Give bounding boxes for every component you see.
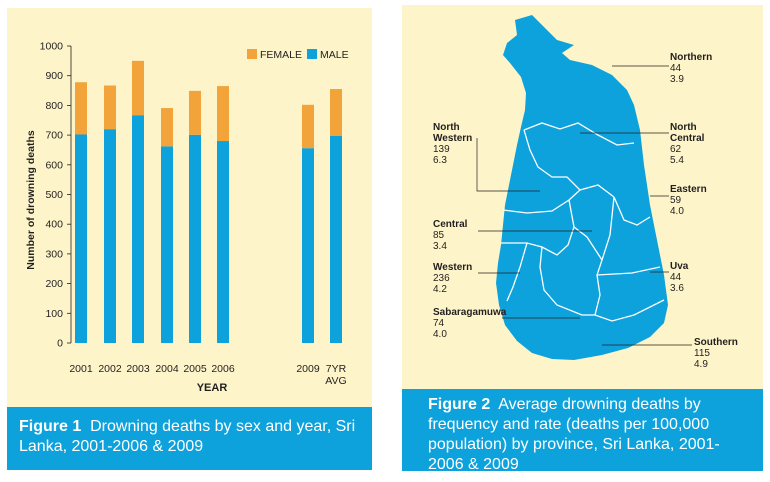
x-tick-label: 2004 — [155, 363, 179, 375]
province-label-value: 115 — [694, 348, 710, 359]
y-tick-label: 200 — [45, 278, 63, 290]
map-leader-lines — [476, 65, 692, 346]
figure2-caption: Figure 2 Average drowning deaths by freq… — [402, 389, 763, 473]
bar-male-2006 — [217, 141, 229, 343]
province-label-name: Uva — [670, 261, 689, 272]
province-label-value: 4.0 — [670, 206, 684, 217]
province-label-value: 5.4 — [670, 155, 684, 166]
province-label-value: 3.6 — [670, 283, 684, 294]
province-labels: Northern443.9NorthCentral625.4NorthWeste… — [433, 52, 738, 370]
sri-lanka-island-shape — [496, 15, 668, 360]
province-label-name: Northern — [670, 52, 712, 63]
bar-female-2004 — [161, 108, 173, 147]
y-tick-label: 700 — [45, 130, 63, 142]
bar-male-7yr-avg — [330, 135, 342, 343]
province-label-value: 85 — [433, 230, 445, 241]
y-tick-label: 0 — [57, 338, 63, 350]
legend-label-female: FEMALE — [260, 49, 302, 61]
bar-male-2005 — [189, 134, 201, 343]
bar-male-2001 — [75, 134, 87, 343]
x-tick-label: 2001 — [69, 363, 93, 375]
legend-swatch-male — [307, 49, 317, 59]
province-label-value: 6.3 — [433, 155, 447, 166]
x-tick-label: 2006 — [211, 363, 235, 375]
province-label-name: Central — [433, 219, 468, 230]
province-label-name: North — [433, 122, 460, 133]
figure1-caption-text: Drowning deaths by sex and year, Sri Lan… — [19, 418, 356, 455]
y-axis-label: Number of drowning deaths — [25, 130, 37, 270]
figure2-panel: Northern 44 3.9 North Central 62 5.4 North Weste… — [402, 5, 763, 473]
province-label-name: Western — [433, 262, 472, 273]
y-tick-label: 1000 — [40, 41, 64, 53]
bar-female-2002 — [104, 85, 116, 130]
province-label-value: 4.2 — [433, 284, 447, 295]
y-tick-label: 600 — [45, 159, 63, 171]
province-label-value: 74 — [433, 318, 445, 329]
y-tick-label: 100 — [45, 308, 63, 320]
bar-female-2001 — [75, 82, 87, 135]
figure1-caption: Figure 1 Drowning deaths by sex and year… — [7, 407, 372, 470]
bar-female-2009 — [302, 104, 314, 149]
chart-axes: 0 100 200 300 400 500 600 700 800 900 1000 — [40, 41, 72, 350]
sri-lanka-province-map: Northern443.9NorthCentral625.4NorthWeste… — [433, 15, 738, 370]
x-tick-label: 2002 — [98, 363, 122, 375]
province-label-value: 3.9 — [670, 74, 684, 85]
bar-male-2003 — [132, 115, 144, 344]
bar-male-2009 — [302, 148, 314, 343]
province-label-value: 236 — [433, 273, 450, 284]
y-tick-label: 800 — [45, 100, 63, 112]
province-label-name: Eastern — [670, 184, 707, 195]
x-axis-label: YEAR — [197, 382, 228, 394]
legend-swatch-female — [247, 49, 257, 59]
y-tick-label: 400 — [45, 219, 63, 231]
province-label-name: Sabaragamuwa — [433, 307, 507, 318]
province-borders — [501, 122, 665, 322]
x-tick-label: 2009 — [296, 363, 320, 375]
figure1-caption-label: Figure 1 — [19, 418, 82, 435]
province-label-value: 62 — [670, 144, 682, 155]
bar-female-2006 — [217, 86, 229, 142]
province-label-value: 3.4 — [433, 241, 447, 252]
province-label-name: Southern — [694, 337, 738, 348]
bar-male-2004 — [161, 146, 173, 343]
province-label-name: North — [670, 122, 697, 133]
province-label-value: 44 — [670, 272, 682, 283]
province-label-value: 139 — [433, 144, 450, 155]
bar-female-7yr-avg — [330, 89, 342, 136]
province-label-value: 59 — [670, 195, 682, 206]
province-label-value: 4.0 — [433, 329, 447, 340]
chart-bars — [75, 60, 342, 344]
x-tick-label: AVG — [325, 375, 346, 387]
y-tick-label: 300 — [45, 248, 63, 260]
figure2-caption-text: Average drowning deaths by frequency and… — [428, 396, 720, 473]
x-tick-label: 2005 — [183, 363, 207, 375]
chart-legend: FEMALE MALE — [247, 49, 349, 61]
legend-label-male: MALE — [320, 49, 349, 61]
bar-female-2005 — [189, 90, 201, 135]
province-label-value: 44 — [670, 63, 682, 74]
x-tick-label: 2003 — [126, 363, 150, 375]
figure2-caption-label: Figure 2 — [428, 396, 491, 413]
x-tick-label: 7YR — [326, 363, 347, 375]
y-tick-label: 900 — [45, 70, 63, 82]
province-label-value: 4.9 — [694, 359, 708, 370]
province-label-name: Central — [670, 133, 705, 144]
bar-male-2002 — [104, 129, 116, 343]
province-label-name: Western — [433, 133, 472, 144]
figure1-panel: 0 100 200 300 400 500 600 700 800 900 1000 2001 200… — [7, 8, 372, 470]
y-tick-label: 500 — [45, 189, 63, 201]
bar-female-2003 — [132, 60, 144, 116]
